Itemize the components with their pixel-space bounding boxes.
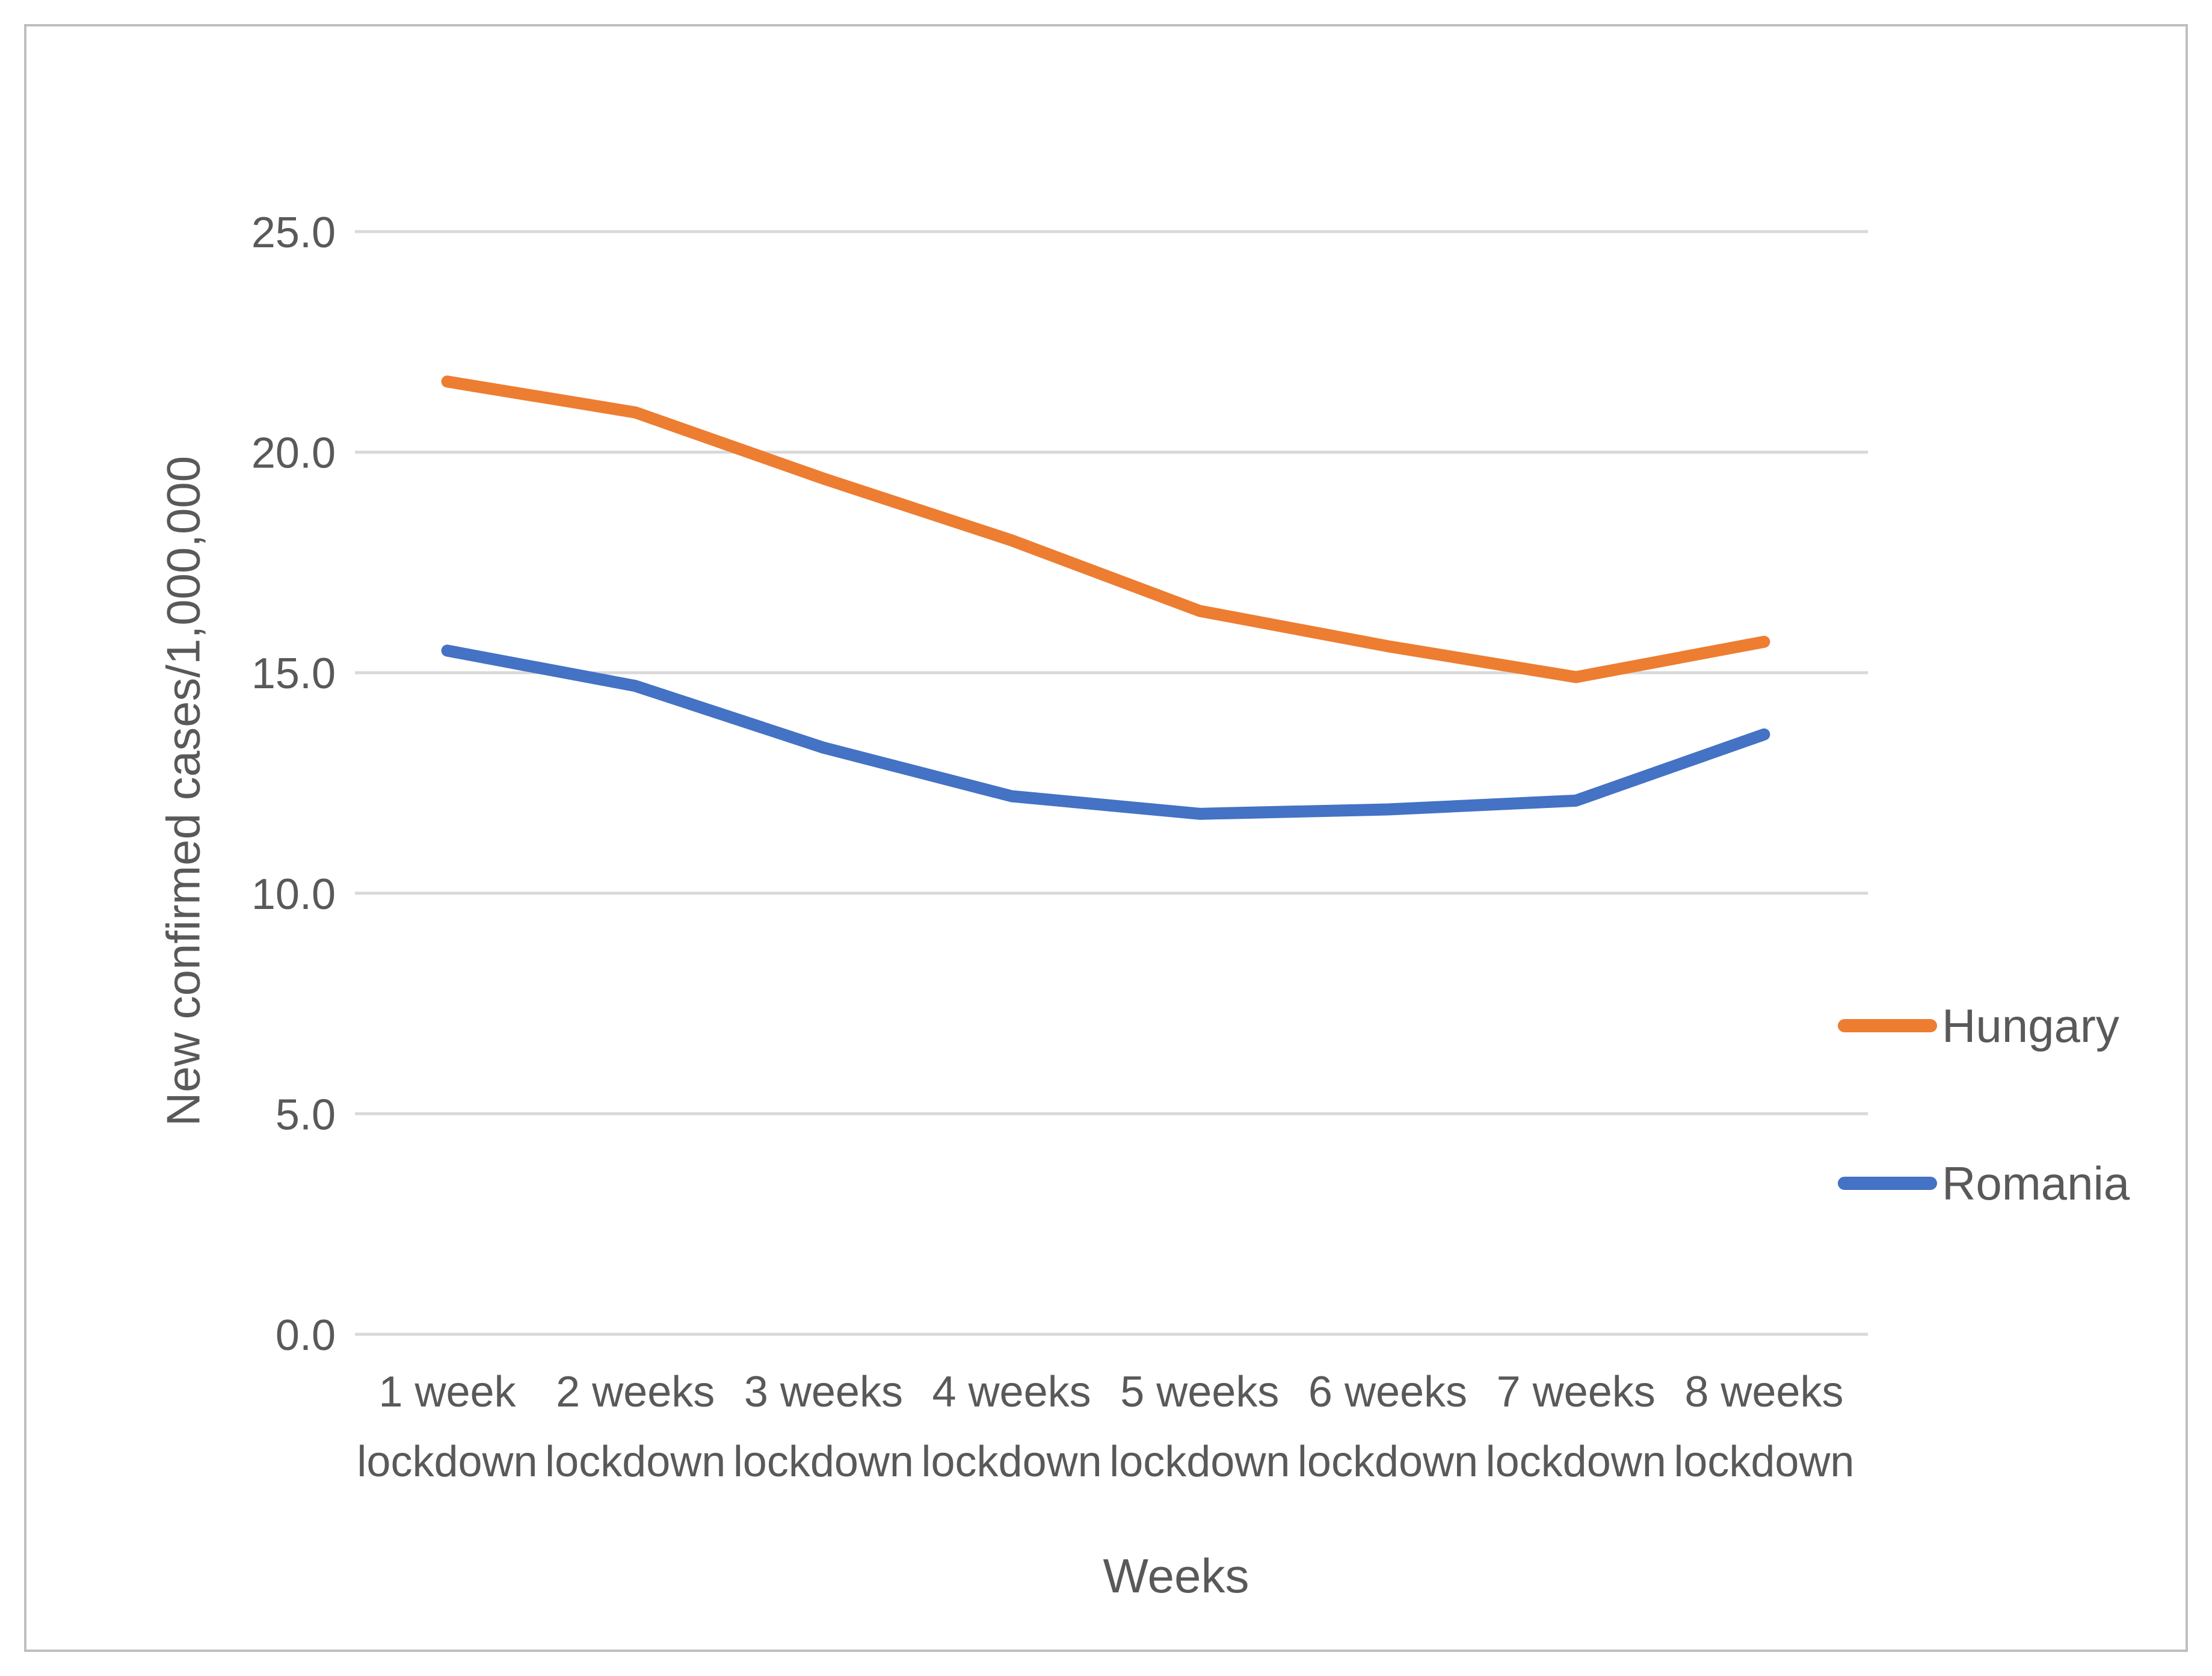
- x-category-label-4: 4 weeks lockdown: [922, 1368, 1102, 1486]
- x-category-label-3: 3 weeks lockdown: [733, 1368, 914, 1486]
- y-tick-label-10.0: 10.0: [251, 870, 336, 919]
- y-tick-label-5.0: 5.0: [276, 1091, 336, 1139]
- x-category-label-1: 1 week lockdown: [357, 1368, 537, 1486]
- y-tick-label-15.0: 15.0: [251, 650, 336, 698]
- legend-item-hungary: Hungary: [1838, 1000, 2119, 1051]
- legend-item-romania: Romania: [1838, 1158, 2130, 1209]
- legend-label-hungary: Hungary: [1942, 999, 2119, 1052]
- x-category-label-8: 8 weeks lockdown: [1674, 1368, 1854, 1486]
- y-tick-label-0.0: 0.0: [276, 1311, 336, 1360]
- romania-line-swatch: [1838, 1177, 1937, 1190]
- y-axis-title: New confirmed cases/1,000,000: [156, 455, 210, 1127]
- chart-border: [24, 24, 2188, 1652]
- line-romania: [441, 644, 1770, 820]
- legend-label-romania: Romania: [1942, 1157, 2130, 1210]
- x-category-label-2: 2 weeks lockdown: [545, 1368, 726, 1486]
- line-hungary: [441, 375, 1770, 683]
- x-category-label-7: 7 weeks lockdown: [1486, 1368, 1666, 1486]
- x-category-label-6: 6 weeks lockdown: [1298, 1368, 1478, 1486]
- y-tick-label-25.0: 25.0: [251, 209, 336, 257]
- y-tick-label-20.0: 20.0: [251, 430, 336, 478]
- x-category-label-5: 5 weeks lockdown: [1109, 1368, 1290, 1486]
- x-axis-title: Weeks: [1103, 1549, 1249, 1603]
- hungary-line-swatch: [1838, 1019, 1937, 1032]
